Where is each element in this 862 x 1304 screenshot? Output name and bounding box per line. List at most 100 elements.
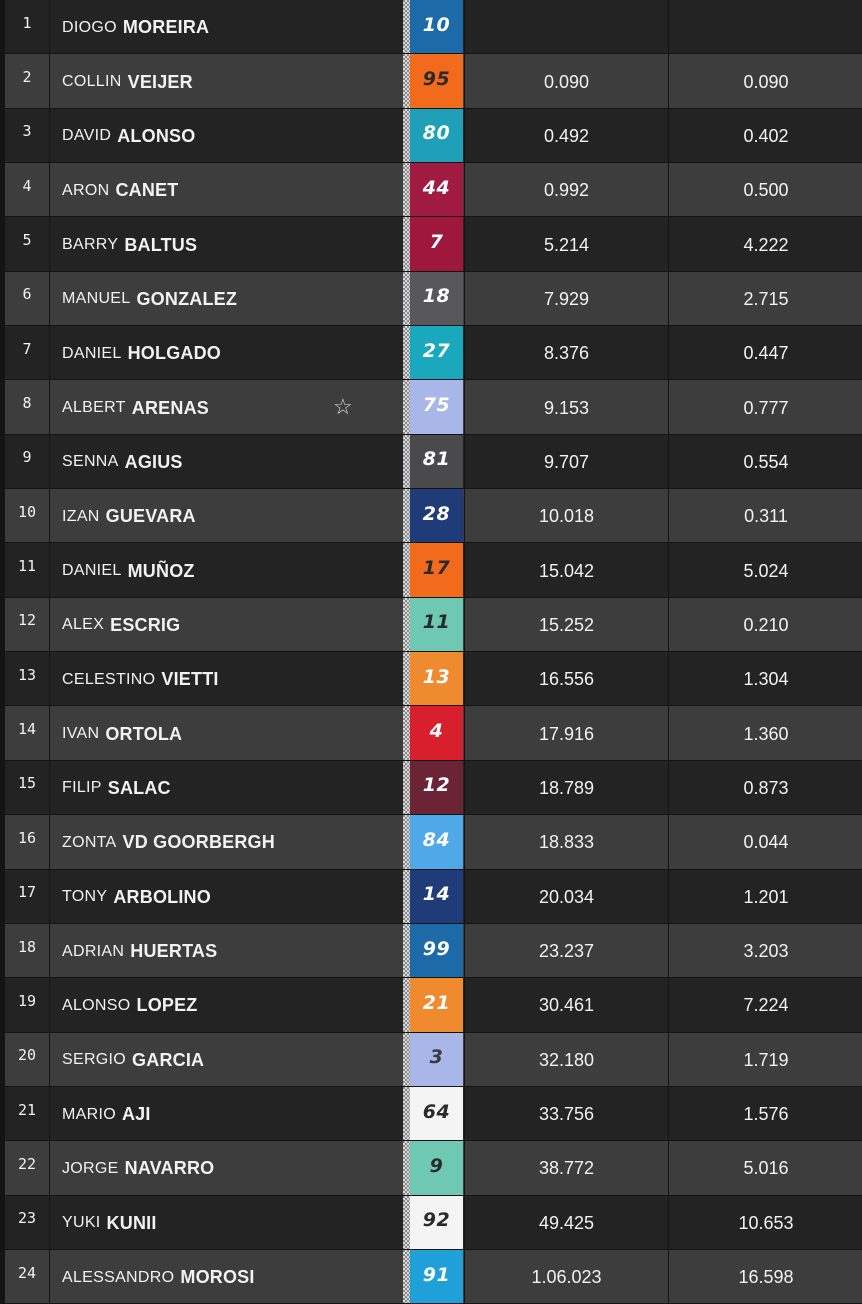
rider-name-cell: IVAN ORTOLA — [62, 706, 182, 759]
rider-name-cell: ALESSANDRO MOROSI — [62, 1250, 255, 1303]
gap-cell: 38.772 — [464, 1141, 669, 1195]
checkered-flag-divider — [403, 271, 410, 326]
rider-last-name: HOLGADO — [127, 343, 222, 364]
table-row[interactable]: 20 SERGIO GARCIA 3 32.180 1.719 — [0, 1032, 862, 1087]
gap-cell: 23.237 — [464, 923, 669, 978]
rider-number-badge: 17 — [410, 543, 463, 597]
rider-number-badge: 10 — [410, 0, 463, 54]
table-row[interactable]: 8 ALBERT ARENAS ☆ 75 9.153 0.777 — [0, 380, 862, 435]
rider-number-badge: 13 — [410, 652, 463, 706]
table-row[interactable]: 4 ARON CANET 44 0.992 0.500 — [0, 163, 862, 218]
rider-last-name: MOREIRA — [122, 17, 210, 38]
rider-last-name: LOPEZ — [136, 995, 198, 1016]
position-cell: 15 — [5, 760, 50, 815]
table-row[interactable]: 16 ZONTA VD GOORBERGH 84 18.833 0.044 — [0, 815, 862, 870]
position-cell: 14 — [5, 706, 50, 760]
rider-name-cell: TONY ARBOLINO — [62, 870, 211, 923]
rider-first-name: YUKI — [62, 1214, 101, 1232]
position-cell: 12 — [5, 597, 50, 652]
position-cell: 20 — [5, 1032, 50, 1086]
interval-cell: 1.576 — [743, 1104, 789, 1125]
gap-cell: 9.153 — [464, 380, 669, 434]
interval-cell: 16.598 — [738, 1267, 794, 1288]
table-row[interactable]: 24 ALESSANDRO MOROSI 91 1.06.023 16.598 — [0, 1249, 862, 1304]
interval-cell: 0.402 — [743, 125, 789, 146]
row-edge-strip — [0, 706, 5, 760]
rider-first-name: MANUEL — [62, 290, 131, 308]
rider-number-badge: 28 — [410, 489, 463, 543]
table-row[interactable]: 9 SENNA AGIUS 81 9.707 0.554 — [0, 434, 862, 490]
row-edge-strip — [0, 217, 5, 271]
rider-number-badge: 7 — [410, 217, 463, 271]
rider-last-name: ARBOLINO — [113, 886, 211, 907]
table-row[interactable]: 22 JORGE NAVARRO 9 38.772 5.016 — [0, 1141, 862, 1196]
interval-cell: 0.554 — [743, 451, 789, 472]
rider-name-cell: SENNA AGIUS — [62, 435, 183, 488]
checkered-flag-divider — [403, 434, 410, 489]
table-row[interactable]: 1 DIOGO MOREIRA 10 — [0, 0, 862, 55]
checkered-flag-divider — [403, 1141, 410, 1195]
rider-last-name: AJI — [121, 1104, 151, 1125]
table-row[interactable]: 17 TONY ARBOLINO 14 20.034 1.201 — [0, 869, 862, 924]
row-edge-strip — [0, 1086, 5, 1141]
table-row[interactable]: 11 DANIEL MUÑOZ 17 15.042 5.024 — [0, 543, 862, 598]
rider-last-name: BALTUS — [124, 234, 198, 255]
checkered-flag-divider — [403, 108, 410, 163]
position-cell: 4 — [5, 163, 50, 217]
table-row[interactable]: 23 YUKI KUNII 92 49.425 10.653 — [0, 1195, 862, 1250]
favorite-star-icon[interactable]: ☆ — [333, 394, 353, 420]
position-cell: 2 — [5, 54, 50, 108]
row-edge-strip — [0, 815, 5, 869]
table-row[interactable]: 2 COLLIN VEIJER 95 0.090 0.090 — [0, 54, 862, 109]
gap-cell: 16.556 — [464, 652, 669, 706]
row-edge-strip — [0, 923, 5, 978]
rider-name-cell: ARON CANET — [62, 163, 178, 216]
position-cell: 13 — [5, 652, 50, 706]
table-row[interactable]: 15 FILIP SALAC 12 18.789 0.873 — [0, 760, 862, 816]
position-cell: 23 — [5, 1195, 50, 1249]
row-edge-strip — [0, 652, 5, 706]
rider-first-name: ALEX — [62, 616, 105, 634]
interval-cell: 0.447 — [743, 343, 789, 364]
table-row[interactable]: 12 ALEX ESCRIG 11 15.252 0.210 — [0, 597, 862, 653]
gap-cell: 7.929 — [464, 271, 669, 326]
interval-cell — [670, 0, 862, 53]
position-cell: 21 — [5, 1086, 50, 1141]
table-row[interactable]: 18 ADRIAN HUERTAS 99 23.237 3.203 — [0, 923, 862, 979]
table-row[interactable]: 13 CELESTINO VIETTI 13 16.556 1.304 — [0, 652, 862, 707]
position-cell: 1 — [5, 0, 50, 54]
table-row[interactable]: 7 DANIEL HOLGADO 27 8.376 0.447 — [0, 326, 862, 381]
rider-number-badge: 91 — [410, 1249, 463, 1304]
rider-name-cell: MARIO AJI — [62, 1087, 151, 1140]
row-edge-strip — [0, 271, 5, 326]
rider-name-cell: DANIEL MUÑOZ — [62, 543, 195, 596]
gap-cell: 20.034 — [464, 869, 669, 923]
rider-last-name: NAVARRO — [124, 1158, 215, 1179]
checkered-flag-divider — [403, 1032, 410, 1086]
interval-cell: 2.715 — [743, 288, 789, 309]
gap-cell: 0.992 — [464, 163, 669, 217]
rider-name-cell: ALEX ESCRIG — [62, 598, 180, 651]
row-edge-strip — [0, 108, 5, 163]
table-row[interactable]: 21 MARIO AJI 64 33.756 1.576 — [0, 1086, 862, 1142]
table-row[interactable]: 10 IZAN GUEVARA 28 10.018 0.311 — [0, 489, 862, 544]
checkered-flag-divider — [403, 543, 410, 597]
interval-cell: 0.090 — [743, 71, 789, 92]
gap-cell: 10.018 — [464, 489, 669, 543]
table-row[interactable]: 14 IVAN ORTOLA 4 17.916 1.360 — [0, 706, 862, 761]
gap-cell: 30.461 — [464, 978, 669, 1032]
table-row[interactable]: 19 ALONSO LOPEZ 21 30.461 7.224 — [0, 978, 862, 1033]
row-edge-strip — [0, 489, 5, 543]
rider-number-badge: 27 — [410, 326, 463, 380]
rider-name-cell: JORGE NAVARRO — [62, 1141, 214, 1194]
row-edge-strip — [0, 434, 5, 489]
checkered-flag-divider — [403, 380, 410, 434]
rider-first-name: ALONSO — [62, 996, 131, 1014]
table-row[interactable]: 6 MANUEL GONZALEZ 18 7.929 2.715 — [0, 271, 862, 327]
rider-number-badge: 92 — [410, 1195, 463, 1249]
row-edge-strip — [0, 1141, 5, 1195]
table-row[interactable]: 3 DAVID ALONSO 80 0.492 0.402 — [0, 108, 862, 164]
checkered-flag-divider — [403, 706, 410, 760]
table-row[interactable]: 5 BARRY BALTUS 7 5.214 4.222 — [0, 217, 862, 272]
row-edge-strip — [0, 1032, 5, 1086]
